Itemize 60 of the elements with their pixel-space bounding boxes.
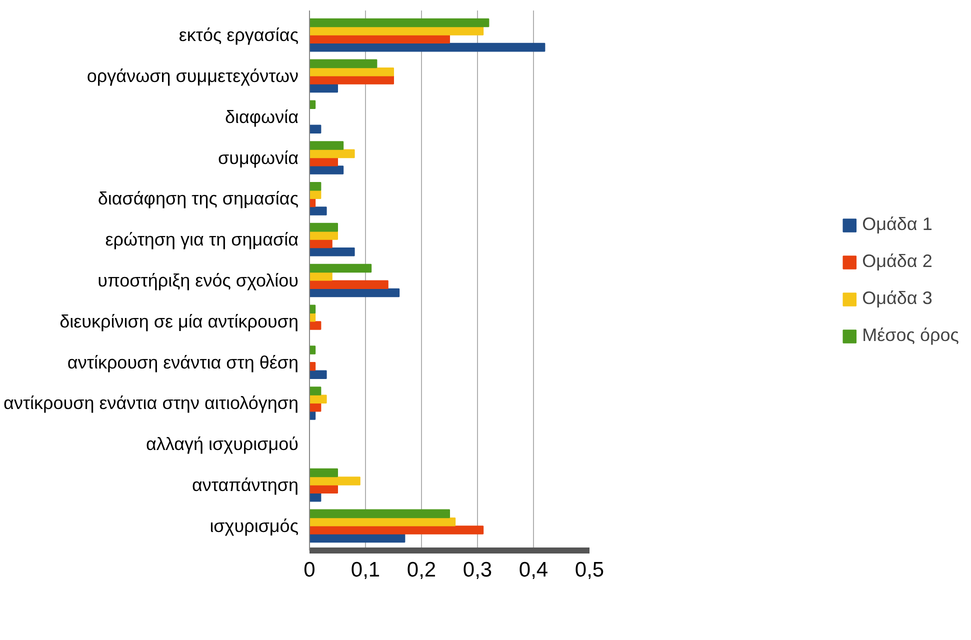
- bar: [310, 149, 355, 158]
- bar: [310, 362, 316, 371]
- bar: [310, 321, 322, 330]
- bar: [310, 42, 546, 52]
- bar: [310, 182, 322, 191]
- y-tick-label: ισχυρισμός: [210, 516, 299, 536]
- bar: [310, 26, 484, 36]
- bar: [310, 346, 316, 354]
- x-tick-label: 0,4: [518, 558, 548, 582]
- bar: [310, 157, 338, 166]
- bar: [310, 231, 338, 240]
- bar: [310, 247, 355, 256]
- bar: [310, 534, 406, 543]
- y-tick-label: υποστήριξη ενός σχολίου: [98, 270, 299, 290]
- bar: [310, 288, 400, 298]
- bar: [310, 222, 338, 232]
- bar: [310, 517, 456, 526]
- bar: [310, 100, 316, 109]
- y-tick-label: αντίκρουση ενάντια στην αιτιολόγηση: [4, 393, 299, 414]
- y-tick-label: διαφωνία: [224, 106, 299, 127]
- legend-label: Ομάδα 2: [862, 251, 932, 272]
- y-tick-label: διευκρίνιση σε μία αντίκρουση: [60, 311, 299, 332]
- y-tick-label: αντίκρουση ενάντια στη θέση: [67, 352, 299, 372]
- x-tick-label: 0,3: [462, 558, 492, 582]
- bar: [310, 264, 372, 273]
- bar: [310, 280, 388, 289]
- y-tick-label: διασάφηση της σημασίας: [98, 188, 299, 209]
- bar: [310, 76, 394, 84]
- bar: [310, 484, 338, 494]
- bar: [310, 468, 338, 478]
- bar: [310, 18, 490, 28]
- legend-label: Ομάδα 1: [862, 214, 932, 235]
- x-tick-label: 0,5: [574, 558, 604, 582]
- bar: [310, 206, 327, 216]
- bar: [310, 509, 450, 518]
- y-tick-label: εκτός εργασίας: [178, 25, 299, 46]
- legend-label: Ομάδα 3: [862, 288, 932, 309]
- bar: [310, 141, 344, 150]
- bar: [310, 59, 378, 68]
- bar: [310, 166, 344, 174]
- bar: [310, 370, 327, 379]
- x-tick-label: 0: [304, 558, 316, 582]
- bar: [310, 84, 338, 93]
- bar: [310, 34, 450, 44]
- bar: [310, 239, 332, 248]
- bar: [310, 526, 484, 534]
- y-tick-label: αλλαγή ισχυρισμού: [146, 434, 299, 454]
- y-tick-label: ερώτηση για τη σημασία: [105, 230, 299, 250]
- bar: [310, 272, 332, 281]
- x-tick-label: 0,1: [350, 558, 380, 582]
- bar: [310, 476, 360, 486]
- x-tick-label: 0,2: [406, 558, 436, 582]
- bar: [310, 394, 327, 404]
- bar: [310, 386, 322, 396]
- bar: [310, 124, 322, 134]
- legend-label: Μέσος όρος: [862, 325, 959, 346]
- y-tick-label: οργάνωση συμμετεχόντων: [86, 66, 299, 86]
- y-tick-label: ανταπάντηση: [192, 475, 299, 496]
- bar: [310, 67, 394, 76]
- y-tick-label: συμφωνία: [218, 148, 299, 168]
